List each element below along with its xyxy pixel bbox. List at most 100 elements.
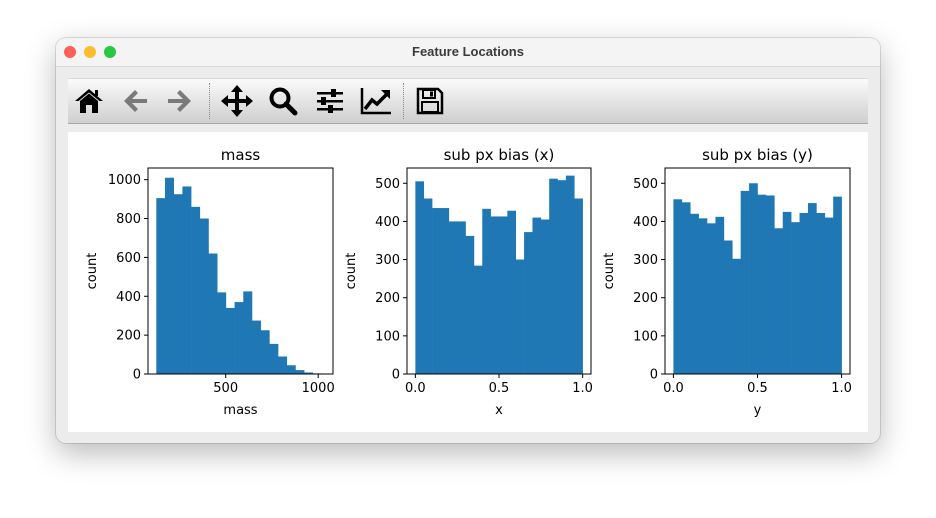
y-axis-label: count <box>344 253 359 290</box>
y-tick-label: 400 <box>116 290 141 305</box>
histogram-bar <box>465 235 475 374</box>
histogram-bar <box>690 213 699 374</box>
histogram-bar <box>557 180 567 374</box>
y-tick-label: 0 <box>650 368 658 383</box>
histogram-bar <box>199 218 209 374</box>
x-axis-label: mass <box>223 403 257 418</box>
histogram-bar <box>243 291 253 374</box>
histogram-bar <box>286 365 296 374</box>
x-tick-label: 1.0 <box>831 381 852 396</box>
x-tick-label: 500 <box>213 381 238 396</box>
histogram-bar <box>234 302 244 374</box>
figure-canvas[interactable]: 500 1000 0 200 400 600 800 1000 mass mass count 0.0… <box>68 132 868 432</box>
histogram-bar <box>782 211 792 374</box>
y-tick-label: 300 <box>633 253 658 268</box>
histogram-bar <box>482 208 491 374</box>
move-icon <box>221 85 253 117</box>
y-tick-label: 400 <box>633 215 658 230</box>
histogram-bar <box>715 216 725 374</box>
histogram-bar <box>295 370 305 374</box>
subplot-title: sub px bias (y) <box>702 146 813 164</box>
histogram-bar <box>165 177 175 374</box>
y-tick-label: 300 <box>375 253 400 268</box>
x-axis-label: y <box>754 403 762 418</box>
toolbar-separator <box>209 83 210 119</box>
histogram-bar <box>791 222 800 374</box>
histogram-bar <box>833 196 842 374</box>
y-tick-label: 600 <box>116 251 141 266</box>
histogram-bar <box>816 213 826 374</box>
histogram-bar <box>540 219 550 374</box>
histogram-bar <box>415 181 425 374</box>
y-axis-label: count <box>602 253 617 290</box>
y-tick-label: 400 <box>375 215 400 230</box>
title-bar: Feature Locations <box>56 38 880 67</box>
histogram-bar <box>765 195 775 374</box>
y-tick-label: 1000 <box>108 173 141 188</box>
y-tick-label: 500 <box>633 177 658 192</box>
x-tick-label: 1000 <box>302 381 335 396</box>
histogram-bar <box>432 208 441 374</box>
toolbar-separator <box>403 83 404 119</box>
y-axis-label: count <box>85 253 100 290</box>
x-tick-label: 0.0 <box>405 381 426 396</box>
x-tick-label: 0.5 <box>747 381 768 396</box>
histogram-bar <box>251 320 261 374</box>
figure: 500 100002004006008001000massmasscount0.0… <box>85 146 852 418</box>
histogram-bar <box>774 228 784 374</box>
close-window-button[interactable] <box>64 46 76 58</box>
histogram-bar <box>269 343 279 374</box>
subplot: 0.0 0.5 1.0 0 100 200 300 400 500 sub px bias (x)… <box>344 146 593 418</box>
subplot: 500 1000 0 200 400 600 800 1000 mass mass count <box>85 146 335 418</box>
y-tick-label: 100 <box>375 329 400 344</box>
histogram-bar <box>225 307 235 374</box>
histogram-bar <box>507 210 517 374</box>
x-tick-label: 0.5 <box>489 381 510 396</box>
home-button[interactable] <box>72 84 106 118</box>
minimize-window-button[interactable] <box>84 46 96 58</box>
arrow-right-icon <box>168 90 191 112</box>
histogram-bar <box>723 240 733 374</box>
histogram-bar <box>260 330 270 374</box>
histogram-bar <box>191 206 201 374</box>
histogram-bar <box>473 265 483 374</box>
y-tick-label: 200 <box>116 329 141 344</box>
histogram-bar <box>565 175 575 374</box>
forward-button[interactable] <box>163 84 197 118</box>
zoom-window-button[interactable] <box>104 46 116 58</box>
axes-edit-button[interactable] <box>359 84 393 118</box>
axes-frame <box>147 167 334 375</box>
histogram-bar <box>749 183 758 374</box>
subplots-button[interactable] <box>313 84 347 118</box>
histogram-bar <box>217 292 227 374</box>
figure-window: Feature Locations <box>56 38 880 443</box>
back-button[interactable] <box>118 84 152 118</box>
histogram-bar <box>457 221 466 374</box>
histogram-bar <box>732 258 741 374</box>
histogram-bar <box>278 356 288 374</box>
histogram-bar <box>448 221 458 374</box>
x-tick-label: 0.0 <box>663 381 684 396</box>
y-tick-label: 0 <box>392 368 400 383</box>
pan-button[interactable] <box>220 84 254 118</box>
histogram-bar <box>824 217 834 374</box>
save-button[interactable] <box>413 84 447 118</box>
subplot-title: mass <box>221 146 261 164</box>
subplot-title: sub px bias (x) <box>444 146 555 164</box>
subplot: 0.0 0.5 1.0 0 100 200 300 400 500 sub px bias (y)… <box>602 146 852 418</box>
histogram-bar <box>173 194 183 374</box>
zoom-button[interactable] <box>266 84 300 118</box>
histogram-bar <box>740 190 750 374</box>
histogram-bar <box>799 213 809 374</box>
navigation-toolbar <box>68 78 868 124</box>
histogram-bar <box>807 203 817 374</box>
histogram-bar <box>208 253 218 374</box>
x-tick-label: 1.0 <box>572 381 593 396</box>
y-tick-label: 500 <box>375 177 400 192</box>
y-tick-label: 200 <box>633 291 658 306</box>
histogram-bar <box>182 186 192 374</box>
y-tick-label: 0 <box>133 368 141 383</box>
histogram-bar <box>549 178 558 374</box>
histogram-bar <box>440 208 450 374</box>
x-axis-label: x <box>495 403 503 418</box>
